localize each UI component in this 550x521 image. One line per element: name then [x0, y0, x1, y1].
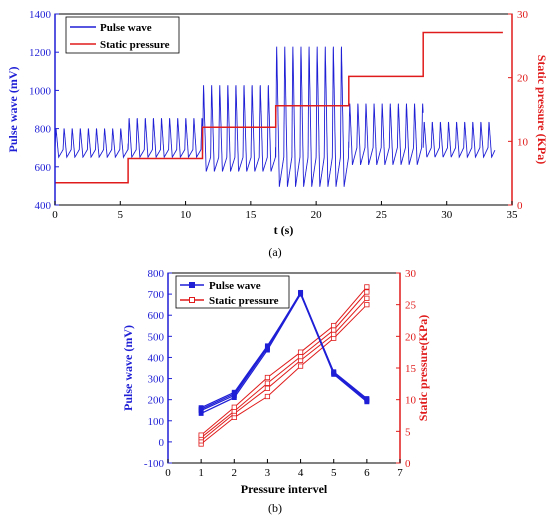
chart-b-static-pressure-point	[297, 363, 304, 369]
chart-b-x-tick-label: 0	[165, 467, 171, 479]
chart-b-y2-tick-label: 10	[405, 395, 417, 407]
chart-b-x-tick-label: 6	[364, 467, 370, 479]
chart-b-pulse-wave-point	[364, 396, 370, 402]
chart-b-static-pressure-point	[198, 432, 204, 438]
chart-b-y-tick-label: 0	[159, 437, 165, 449]
chart-a-y-tick-label: 400	[35, 200, 52, 212]
chart-b-static-pressure-point	[331, 322, 337, 329]
chart-b-y-tick-label: 100	[148, 416, 165, 428]
chart-b-y-tick-label: 300	[148, 374, 165, 386]
chart-b-y2-tick-label: 15	[405, 363, 417, 375]
chart-b-y-tick-label: -100	[144, 458, 165, 470]
chart-b-x-tick-label: 3	[265, 467, 271, 479]
chart-a: 0 5 10 15 20 25 30 35 400 600 800 1000 1200 1400 0 10 20…	[6, 9, 549, 259]
chart-a-static-pressure-line	[55, 31, 503, 184]
chart-b-y-tick-label: 400	[148, 352, 165, 364]
chart-b-static-pressure-line	[200, 291, 368, 439]
chart-b-x-tick-label: 4	[298, 467, 304, 479]
chart-b-static-pressure-point	[231, 404, 237, 410]
chart-b-static-pressure-point	[331, 327, 337, 333]
chart-b-y-tick-label: 600	[148, 310, 165, 322]
chart-b-y2-axis-label: Static pressure(KPa)	[416, 315, 430, 422]
chart-b-static-pressure-line	[200, 304, 368, 445]
chart-b-static-pressure-point	[297, 349, 304, 355]
chart-b-legend-pulse-wave-label: Pulse wave	[209, 280, 261, 292]
chart-a-y-tick-label: 800	[35, 124, 52, 136]
chart-a-y-tick-label: 1000	[29, 85, 52, 97]
chart-b-pulse-wave-line	[200, 291, 368, 412]
chart-a-y2-tick-label: 30	[517, 9, 529, 21]
chart-b-y2-tick-label: 0	[405, 458, 411, 470]
chart-b-y-tick-label: 200	[148, 395, 165, 407]
chart-b-y-tick-label: 500	[148, 331, 165, 343]
chart-b-x-axis-label: Pressure intervel	[241, 482, 328, 496]
chart-a-x-tick-label: 25	[376, 209, 388, 221]
chart-a-legend-pulse-wave-label: Pulse wave	[100, 22, 152, 34]
chart-a-y-tick-label: 1200	[29, 47, 52, 59]
chart-b-pulse-wave-line	[200, 292, 368, 409]
chart-a-y2-tick-label: 20	[517, 73, 529, 85]
chart-b-static-pressure-point	[364, 289, 370, 295]
chart-b-y-axis-label: Pulse wave (mV)	[121, 325, 135, 411]
chart-b-axes-layer: 0 1 2 3 4 5 6 7-1000100200300400500600700800051…	[144, 268, 417, 479]
chart-a-x-tick-label: 15	[245, 209, 257, 221]
chart-b-pulse-wave-line	[200, 291, 368, 410]
chart-b-x-tick-label: 7	[397, 467, 403, 479]
chart-a-x-axis-label: t (s)	[274, 223, 294, 237]
chart-b-y2-tick-label: 20	[405, 331, 417, 343]
chart-b-pulse-wave-point	[198, 405, 204, 411]
chart-b-static-pressure-line	[200, 297, 368, 442]
chart-b-static-pressure-point	[331, 331, 337, 338]
chart-b-static-pressure-point	[264, 374, 271, 381]
chart-b-pulse-wave-line	[200, 292, 368, 414]
chart-a-x-tick-label: 20	[311, 209, 323, 221]
chart-b-y-tick-label: 800	[148, 268, 165, 280]
chart-b-static-pressure-point	[364, 295, 370, 301]
chart-b-series-layer	[198, 284, 370, 447]
chart-a-pulse-wave-line	[54, 46, 496, 187]
chart-b-legend-static-pressure-marker	[189, 297, 195, 303]
chart-b-pulse-wave-point	[298, 291, 304, 297]
chart-b-y2-tick-label: 5	[405, 426, 411, 438]
chart-a-axes-layer: 0 5 10 15 20 25 30 35 400 600 800 1000 1200 1400 0 10 20…	[29, 9, 529, 221]
chart-b-y-tick-label: 700	[148, 289, 165, 301]
chart-b-static-pressure-point	[264, 393, 271, 400]
chart-a-y-tick-label: 600	[35, 162, 52, 174]
chart-a-y2-tick-label: 0	[517, 200, 523, 212]
chart-b-pulse-wave-point	[231, 389, 237, 395]
chart-a-y2-axis-label: Static pressure (KPa)	[535, 55, 549, 165]
chart-b-x-tick-label: 1	[198, 467, 204, 479]
chart-b: 0 1 2 3 4 5 6 7-1000100200300400500600700800051…	[121, 268, 430, 515]
chart-b-pulse-wave-point	[331, 369, 337, 375]
chart-b-y2-tick-label: 30	[405, 268, 417, 280]
chart-a-series-layer	[54, 31, 503, 187]
chart-b-pulse-wave-point	[264, 343, 270, 349]
chart-b-static-pressure-point	[297, 353, 304, 360]
chart-a-legend-static-pressure-label: Static pressure	[100, 39, 170, 51]
chart-a-legend-box	[65, 16, 180, 54]
chart-b-static-pressure-line	[200, 286, 368, 436]
chart-b-static-pressure-point	[264, 385, 271, 391]
chart-a-x-tick-label: 30	[441, 209, 453, 221]
chart-a-y2-tick-label: 10	[517, 136, 529, 148]
chart-a-caption: (a)	[268, 245, 281, 259]
chart-a-x-tick-label: 5	[118, 209, 124, 221]
chart-a-y-axis-label: Pulse wave (mV)	[6, 67, 20, 153]
chart-b-y2-tick-label: 25	[405, 300, 417, 312]
chart-a-x-tick-label: 0	[52, 209, 58, 221]
chart-b-x-tick-label: 2	[232, 467, 238, 479]
chart-b-static-pressure-point	[364, 284, 370, 290]
chart-b-x-tick-label: 5	[331, 467, 337, 479]
chart-b-legend: Pulse wave Static pressure	[175, 275, 290, 309]
chart-b-caption: (b)	[268, 501, 282, 515]
chart-b-static-pressure-point	[264, 380, 271, 386]
chart-b-static-pressure-point	[364, 302, 370, 308]
chart-b-legend-pulse-wave-marker	[189, 282, 195, 288]
chart-a-x-tick-label: 10	[180, 209, 192, 221]
chart-a-y-tick-label: 1400	[29, 9, 52, 21]
chart-a-x-tick-label: 35	[507, 209, 519, 221]
chart-a-legend: Pulse wave Static pressure	[65, 16, 180, 54]
chart-b-legend-static-pressure-label: Static pressure	[209, 295, 279, 307]
